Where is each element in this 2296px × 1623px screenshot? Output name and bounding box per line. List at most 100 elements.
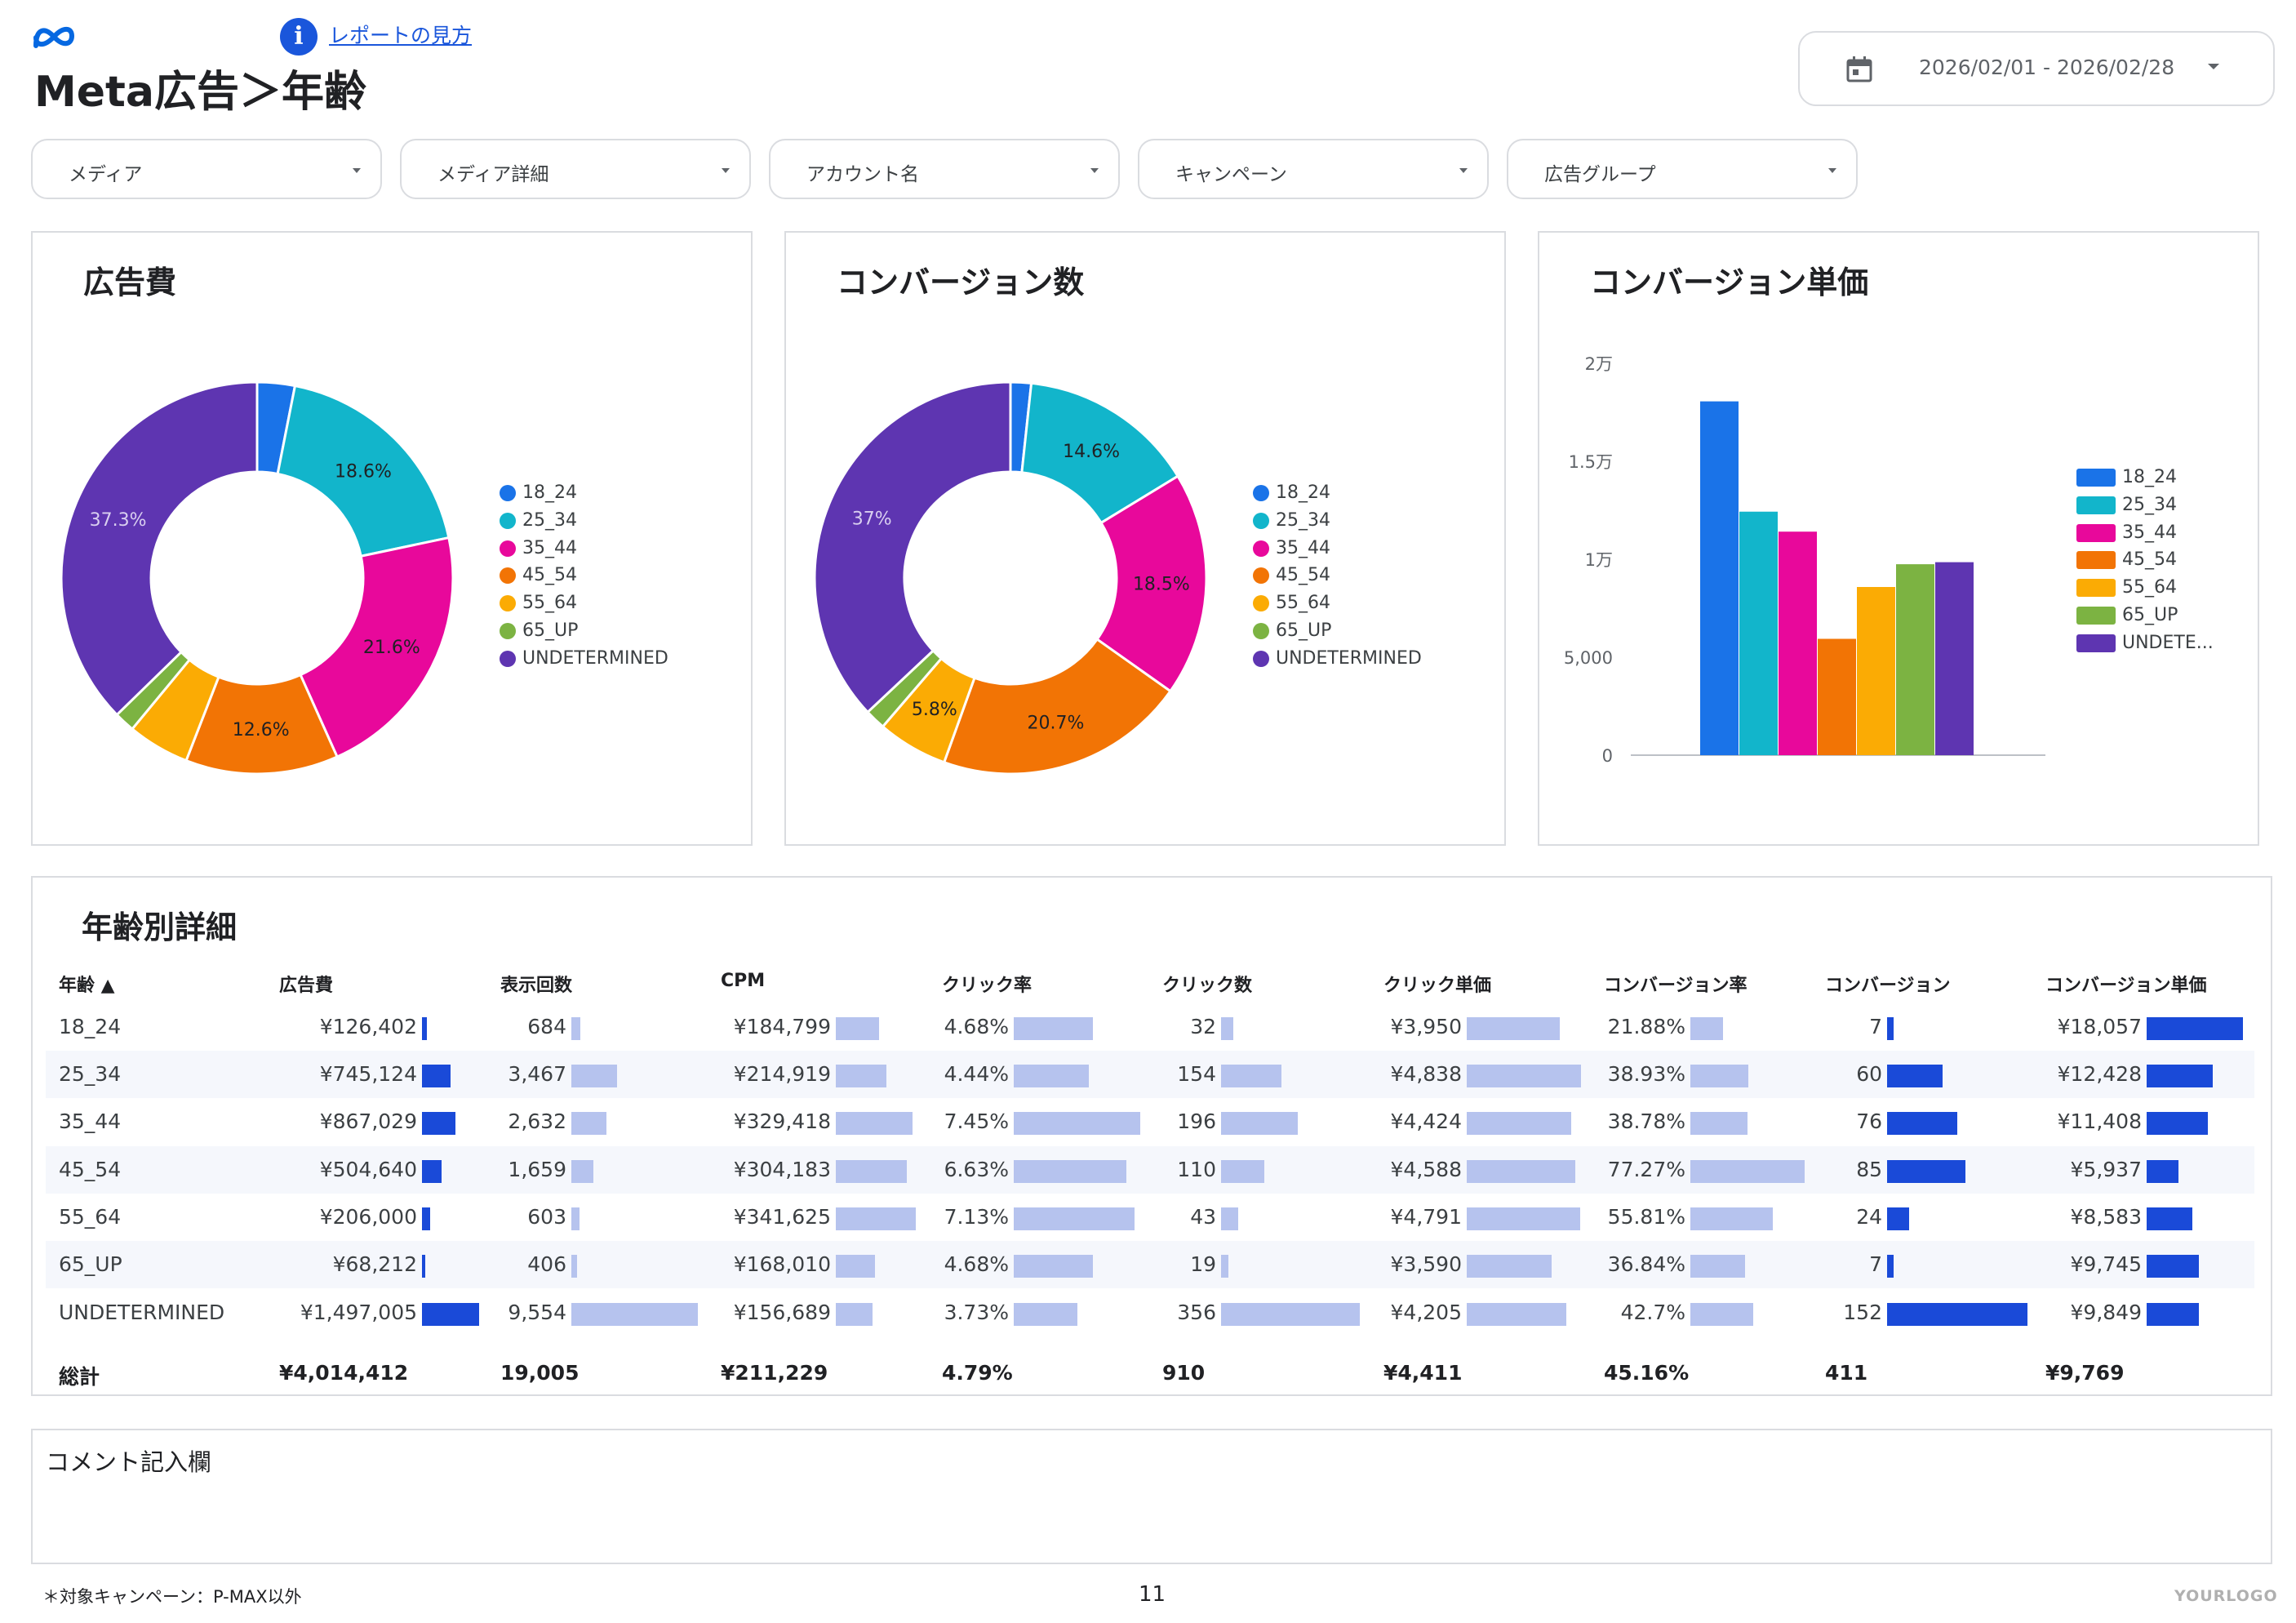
total-value: 45.16%	[1604, 1361, 1690, 1385]
cell-cost: ¥126,402	[279, 1003, 417, 1051]
cell-value-cvr: 38.93%	[1607, 1062, 1685, 1086]
filter-media-detail[interactable]: メディア詳細	[400, 139, 751, 199]
cell-bar-cvr	[1690, 1303, 1754, 1326]
table-row[interactable]: 35_44 ¥867,029 2,632 ¥329,418 7.45% 196 ¥4,424…	[46, 1098, 2254, 1145]
column-header[interactable]: コンバージョン率	[1604, 976, 1748, 996]
legend-label: 25_34	[522, 509, 577, 531]
cell-cost: ¥206,000	[279, 1194, 417, 1241]
table-title: 年齢別詳細	[82, 909, 238, 945]
legend-swatch	[2076, 469, 2116, 487]
cell-ctr: 7.13%	[942, 1194, 1009, 1241]
pie-slice-label: 5.8%	[912, 700, 957, 720]
filter-account-name[interactable]: アカウント名	[769, 139, 1120, 199]
legend-swatch	[1253, 595, 1269, 612]
cell-bar-cost	[422, 1207, 430, 1230]
cell-value-cv: 85	[1856, 1158, 1882, 1181]
legend-swatch	[2076, 523, 2116, 542]
cell-cpa: ¥5,937	[2045, 1146, 2142, 1194]
legend-label: 65_UP	[522, 620, 579, 641]
chart-title: コンバージョン数	[837, 265, 1085, 300]
cell-bar-impressions	[571, 1255, 577, 1278]
cell-cpc: ¥3,950	[1383, 1003, 1462, 1051]
bar-65-up[interactable]	[1896, 564, 1934, 755]
cell-cpc: ¥4,424	[1383, 1098, 1462, 1145]
bar-18-24[interactable]	[1700, 401, 1739, 755]
cell-bar-cvr	[1690, 1255, 1745, 1278]
legend-label: 55_64	[2122, 577, 2177, 598]
pie-slice-25-34[interactable]	[276, 384, 451, 558]
column-header[interactable]: 広告費	[279, 976, 334, 996]
cell-bar-cpa	[2147, 1303, 2200, 1326]
cell-value-cpm: ¥341,625	[733, 1205, 831, 1229]
cell-bar-cpm	[836, 1065, 886, 1087]
date-range-picker[interactable]: 2026/02/01 - 2026/02/28	[1798, 31, 2275, 106]
cell-bar-cost	[422, 1255, 425, 1278]
cell-value-clicks: 196	[1177, 1109, 1216, 1133]
bar-35-44[interactable]	[1779, 531, 1817, 755]
comment-box[interactable]	[31, 1429, 2272, 1564]
legend-swatch	[500, 485, 516, 501]
column-header[interactable]: クリック率	[942, 976, 1033, 996]
filter-ad-group[interactable]: 広告グループ	[1507, 139, 1858, 199]
cell-cv: 60	[1825, 1051, 1882, 1098]
filter-campaign[interactable]: キャンペーン	[1138, 139, 1489, 199]
cell-clicks: 110	[1162, 1146, 1216, 1194]
cell-value-ctr: 4.68%	[944, 1252, 1009, 1276]
cell-value-cpa: ¥9,849	[2070, 1301, 2142, 1324]
column-header[interactable]: コンバージョン単価	[2045, 976, 2207, 996]
pie-slice-35-44[interactable]	[299, 536, 455, 759]
column-header[interactable]: コンバージョン	[1825, 976, 1951, 996]
pie-slice-undetermined[interactable]	[813, 380, 1012, 714]
pie-slice-35-44[interactable]	[1095, 474, 1208, 693]
cell-value-cpc: ¥3,950	[1390, 1015, 1462, 1038]
cell-cpc: ¥4,838	[1383, 1051, 1462, 1098]
cell-value-cpa: ¥11,408	[2057, 1109, 2142, 1133]
table-row[interactable]: 65_UP ¥68,212 406 ¥168,010 4.68% 19 ¥3,590 36.8…	[46, 1241, 2254, 1288]
bar-55-64[interactable]	[1857, 587, 1895, 755]
table-row[interactable]: 55_64 ¥206,000 603 ¥341,625 7.13% 43 ¥4,791 55.…	[46, 1194, 2254, 1241]
cell-value-impressions: 684	[527, 1015, 566, 1038]
column-header[interactable]: CPM	[721, 971, 766, 991]
legend-swatch	[500, 623, 516, 639]
legend-label: UNDETERMINED	[522, 647, 668, 669]
cell-impressions: 9,554	[500, 1289, 566, 1336]
bar-25-34[interactable]	[1739, 511, 1778, 755]
totals-label: 総計	[59, 1365, 100, 1389]
cell-value-cv: 7	[1869, 1015, 1882, 1038]
cell-impressions: 2,632	[500, 1098, 566, 1145]
table-row[interactable]: 18_24 ¥126,402 684 ¥184,799 4.68% 32 ¥3,950 21.…	[46, 1003, 2254, 1051]
cell-cpm: ¥156,689	[721, 1289, 831, 1336]
cell-impressions: 1,659	[500, 1146, 566, 1194]
cell-bar-clicks	[1221, 1207, 1238, 1230]
column-header[interactable]: クリック単価	[1383, 976, 1492, 996]
help-link[interactable]: レポートの見方	[329, 24, 473, 47]
table-row[interactable]: UNDETERMINED ¥1,497,005 9,554 ¥156,689 3.73%…	[46, 1289, 2254, 1336]
column-header[interactable]: クリック数	[1162, 976, 1253, 996]
cell-value-cvr: 38.78%	[1607, 1109, 1685, 1133]
legend-swatch	[1253, 623, 1269, 639]
cell-value-cost: ¥867,029	[319, 1109, 417, 1133]
cell-clicks: 19	[1162, 1241, 1216, 1288]
chevron-down-icon	[2208, 64, 2219, 69]
table-row[interactable]: 45_54 ¥504,640 1,659 ¥304,183 6.63% 110 ¥4,588…	[46, 1146, 2254, 1194]
cell-bar-impressions	[571, 1160, 593, 1183]
cell-value-clicks: 110	[1177, 1158, 1216, 1181]
pie-slice-undetermined[interactable]	[60, 380, 259, 717]
legend-swatch	[500, 512, 516, 529]
filter-media[interactable]: メディア	[31, 139, 382, 199]
bar-undetermined[interactable]	[1935, 562, 1974, 755]
table-row[interactable]: 25_34 ¥745,124 3,467 ¥214,919 4.44% 154 ¥4,838…	[46, 1051, 2254, 1098]
column-header[interactable]: 年齢 ▲	[59, 976, 115, 996]
pie-slice-45-54[interactable]	[942, 637, 1173, 776]
pie-slice-25-34[interactable]	[1020, 381, 1180, 525]
cell-value-cpc: ¥4,205	[1390, 1301, 1462, 1324]
info-icon[interactable]: i	[280, 18, 318, 56]
column-header[interactable]: 表示回数	[500, 976, 573, 996]
cell-cvr: 21.88%	[1604, 1003, 1685, 1051]
cell-value-cpc: ¥4,424	[1390, 1109, 1462, 1133]
cell-bar-clicks	[1221, 1112, 1298, 1135]
bar-45-54[interactable]	[1818, 638, 1856, 755]
cell-bar-ctr	[1014, 1017, 1094, 1040]
cell-bar-cpc	[1467, 1112, 1572, 1135]
chart-title: コンバージョン単価	[1590, 265, 1869, 300]
